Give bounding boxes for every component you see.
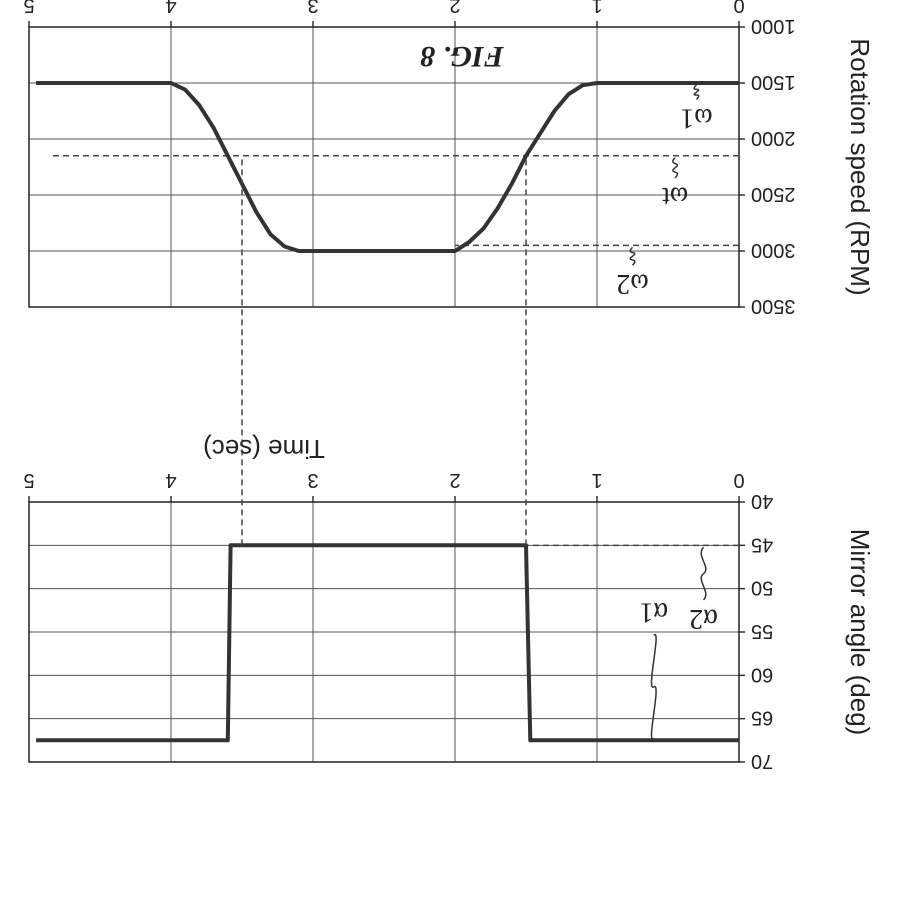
annotation-label: ωt (662, 181, 688, 212)
x-tick-label: 1 (591, 469, 602, 491)
x-tick-label: 2 (449, 0, 460, 16)
rotated-figure-group: 012345100015002000250030003500Time (sec)… (23, 0, 875, 772)
y-tick-label: 55 (751, 620, 773, 642)
x-tick-label: 1 (591, 0, 602, 16)
figure-label-group: FIG. 8 (420, 40, 504, 73)
figure-label: FIG. 8 (420, 40, 504, 73)
series-line (36, 81, 739, 253)
x-tick-label: 3 (307, 0, 318, 16)
plot-frame (28, 501, 740, 763)
x-tick-label: 4 (165, 469, 176, 491)
annotation-label: α1 (639, 596, 668, 627)
annotation-label: ω1 (680, 102, 712, 133)
y-axis-label: Rotation speed (RPM) (845, 38, 875, 295)
rotation-speed-chart: 012345100015002000250030003500Time (sec)… (23, 0, 875, 317)
x-tick-label: 4 (165, 0, 176, 16)
y-tick-label: 2000 (751, 127, 796, 149)
x-tick-label: 5 (23, 469, 34, 491)
y-tick-label: 40 (751, 490, 773, 512)
x-tick-label: 0 (733, 469, 744, 491)
series-line (36, 543, 739, 743)
annotation-leader (650, 634, 657, 740)
annotation-leader (672, 157, 679, 179)
annotation-label: α2 (689, 603, 718, 634)
dashed-connectors (241, 155, 527, 546)
y-tick-label: 45 (751, 533, 773, 555)
y-tick-label: 70 (751, 750, 773, 772)
annotation-leader (693, 84, 700, 100)
x-tick-label: 2 (449, 469, 460, 491)
y-axis-label: Mirror angle (deg) (845, 529, 875, 736)
y-tick-label: 1500 (751, 71, 796, 93)
annotation-leader (629, 246, 636, 266)
y-tick-label: 60 (751, 663, 773, 685)
x-tick-label: 5 (23, 0, 34, 16)
x-tick-label: 3 (307, 469, 318, 491)
y-tick-label: 1000 (751, 15, 796, 37)
y-tick-label: 50 (751, 577, 773, 599)
plot-frame (28, 26, 740, 308)
y-tick-label: 2500 (751, 183, 796, 205)
x-axis-label: Time (sec) (203, 434, 325, 464)
y-tick-label: 65 (751, 707, 773, 729)
y-tick-label: 3500 (751, 295, 796, 317)
annotation-leader (700, 546, 707, 601)
y-tick-label: 3000 (751, 239, 796, 261)
x-tick-label: 0 (733, 0, 744, 16)
annotation-label: ω2 (616, 268, 648, 299)
